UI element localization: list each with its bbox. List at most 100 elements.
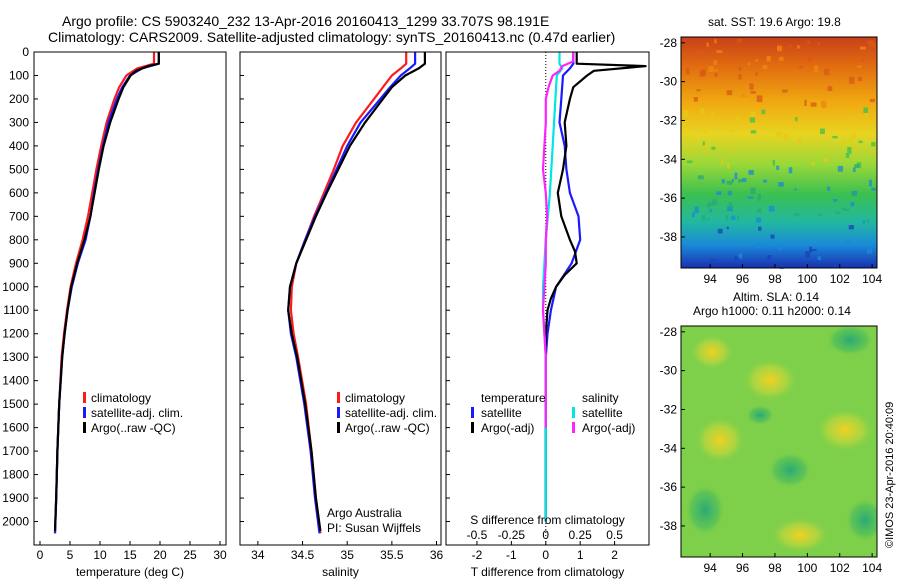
sst-pixel: [775, 131, 782, 138]
sla-blob: [742, 358, 798, 402]
sst-pixel: [714, 72, 718, 77]
sst-pixel: [803, 81, 807, 89]
sst-pixel: [817, 256, 821, 260]
sst-pixel: [850, 202, 855, 207]
sst-pixel: [772, 160, 775, 166]
sst-pixel: [799, 65, 803, 69]
sst-pixel: [757, 194, 761, 201]
legend-entry: Argo(-adj): [582, 421, 635, 435]
sst-pixel: [707, 203, 710, 209]
y-tick-label: 1700: [2, 444, 29, 458]
sst-pixel: [684, 120, 689, 123]
header-title: Argo profile: CS 5903240_232 13-Apr-2016…: [62, 13, 549, 29]
map-y-tick-label: -36: [660, 480, 678, 494]
sst-pixel: [730, 148, 733, 154]
x-tick-label: 35.5: [380, 548, 404, 562]
sst-pixel: [754, 72, 758, 76]
sst-pixel: [833, 199, 838, 202]
sst-pixel: [712, 198, 717, 206]
map-y-tick-label: -34: [660, 441, 678, 455]
sst-pixel: [844, 239, 850, 244]
map-x-tick-label: 96: [736, 272, 750, 286]
y-tick-label: 1600: [2, 421, 29, 435]
x-tick-label: 15: [123, 548, 137, 562]
legend-entry: satellite-adj. clim.: [91, 406, 183, 420]
sst-pixel: [727, 206, 733, 212]
sst-pixel: [804, 99, 807, 106]
sst-pixel: [851, 116, 855, 120]
sst-pixel: [788, 167, 793, 174]
sst-pixel: [708, 66, 714, 72]
sst-pixel: [736, 39, 742, 43]
sst-pixel: [750, 130, 757, 134]
sla-blob: [826, 326, 874, 356]
sst-pixel: [693, 97, 698, 102]
map-x-tick-label: 100: [797, 561, 817, 575]
sst-pixel: [750, 111, 756, 117]
sst-pixel: [770, 234, 775, 239]
sst-pixel: [844, 208, 850, 211]
sst-pixel: [862, 220, 865, 224]
sst-pixel: [747, 196, 754, 199]
sst-pixel: [841, 207, 847, 211]
map-y-tick-label: -36: [660, 191, 678, 205]
sst-pixel: [862, 59, 865, 62]
sst-pixel: [762, 65, 768, 70]
sst-pixel: [734, 256, 738, 261]
x-tick-label: 25: [183, 548, 197, 562]
legend-swatch: [471, 422, 474, 433]
legend-swatch: [337, 407, 340, 418]
map-y-tick-label: -30: [660, 75, 678, 89]
sst-pixel: [811, 161, 815, 166]
sst-pixel: [845, 153, 850, 158]
x-tick-label: 30: [213, 548, 227, 562]
sst-pixel: [756, 243, 762, 248]
sst-pixel: [702, 130, 707, 133]
legend-swatch: [83, 407, 86, 418]
legend-entry: satellite-adj. clim.: [345, 406, 437, 420]
sla-blob: [815, 408, 875, 452]
sla-blob: [768, 452, 812, 488]
sst-pixel: [725, 215, 729, 221]
sst-pixel: [700, 69, 706, 76]
sst-pixel: [795, 117, 798, 122]
sla-blob: [685, 484, 725, 536]
map-y-tick-label: -32: [660, 113, 678, 127]
sst-pixel: [706, 42, 709, 47]
x2-tick-label: 0.25: [569, 528, 593, 542]
sst-pixel: [741, 93, 746, 97]
sst-pixel: [788, 44, 792, 48]
sst-pixel: [728, 202, 733, 209]
legend-swatch: [83, 422, 86, 433]
y-tick-label: 1900: [2, 491, 29, 505]
x-tick-label: 1: [577, 548, 584, 562]
x-tick-label: 0: [37, 548, 44, 562]
sst-pixel: [824, 158, 829, 163]
sst-pixel: [871, 187, 876, 191]
sst-pixel: [717, 228, 723, 234]
axes-frame: [239, 51, 442, 546]
axes-frame: [33, 51, 227, 546]
y-tick-label: 1800: [2, 468, 29, 482]
sst-pixel: [776, 165, 780, 170]
legend-swatch: [471, 407, 474, 418]
y-tick-label: 1200: [2, 327, 29, 341]
sst-pixel: [847, 147, 852, 154]
x-tick-label: 34.5: [291, 548, 315, 562]
x-tick-label: -1: [506, 548, 517, 562]
map-x-tick-label: 98: [768, 272, 782, 286]
sst-map: sat. SST: 19.6 Argo: 19.8 94 96 98 100 102 10…: [660, 15, 883, 286]
sla-blob: [746, 405, 774, 425]
x-tick-label: 36: [430, 548, 444, 562]
series-line: [287, 52, 426, 532]
axes-frame: [445, 51, 650, 546]
x-tick-label: 2: [611, 548, 618, 562]
legend-swatch: [337, 392, 340, 403]
y-tick-label: 0: [22, 45, 29, 59]
sst-pixel: [706, 218, 710, 221]
sst-pixel: [797, 45, 800, 49]
sst-pixel: [872, 42, 876, 47]
sst-pixel: [868, 179, 872, 187]
sst-pixel: [863, 107, 869, 114]
sst-pixel: [738, 253, 741, 258]
